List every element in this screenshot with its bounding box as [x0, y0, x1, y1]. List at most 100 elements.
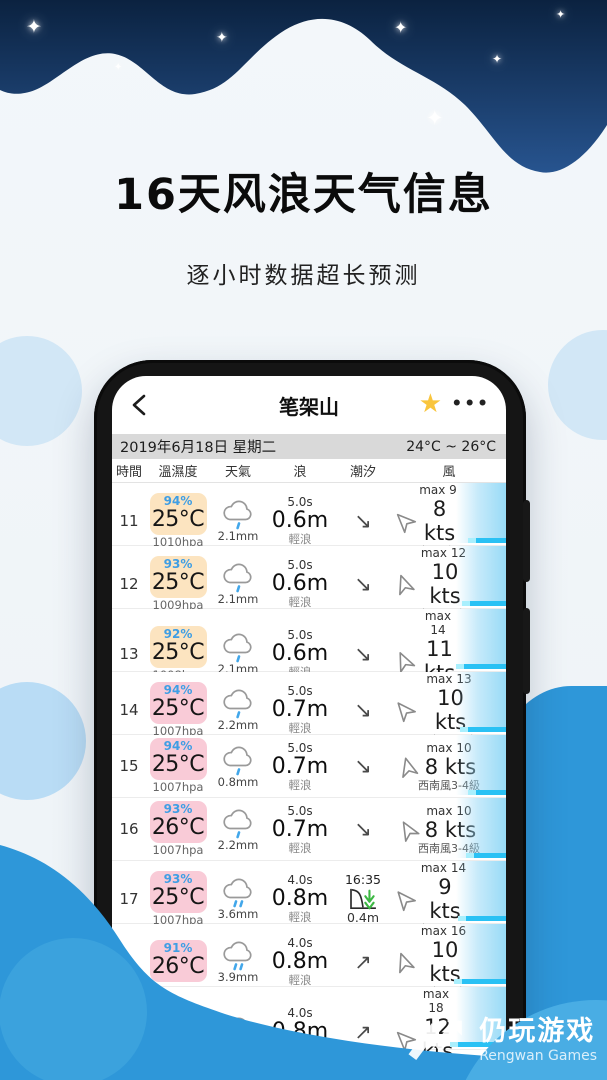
humidity-value: 92% — [163, 626, 193, 641]
wind-bar — [466, 853, 506, 858]
wave-height: 0.6m — [271, 571, 329, 596]
wave-description: 輕浪 — [288, 973, 312, 987]
wind-max-label: max 14 — [424, 609, 452, 637]
wind-bar — [454, 979, 506, 984]
pressure-value: 1007hpa — [152, 843, 204, 857]
hour-label: 17 — [119, 889, 139, 908]
wind-direction-icon — [397, 891, 417, 912]
humidity-value: 93% — [163, 556, 193, 571]
table-row[interactable]: 12 93% 25°C 1009hpa 2.1mm 5.0s 0.6m 輕浪 ↘ — [112, 546, 506, 621]
sparkle-star: ✦ — [556, 8, 566, 21]
wave-description: 輕浪 — [288, 595, 312, 609]
rengwan-logo-icon — [408, 1019, 462, 1061]
weather-cell: 3.6mm — [210, 877, 266, 920]
temp-humidity-cell: 93% 26°C 1007hpa — [146, 801, 210, 857]
wind-bar — [462, 601, 506, 606]
temperature-value: 25°C — [151, 639, 205, 665]
pale-circle-decoration — [0, 336, 82, 446]
temp-box: 94% 25°C — [149, 738, 207, 780]
temp-range-label: 24°C ~ 26°C — [406, 438, 496, 455]
wind-chart-strip — [456, 609, 506, 669]
pressure-value: 1010hpa — [152, 534, 204, 549]
wind-direction-icon — [396, 513, 417, 534]
wave-cell: 5.0s 0.6m 輕浪 — [266, 495, 334, 546]
location-title: 笔架山 — [279, 394, 339, 419]
app-screen: 笔架山 ★ ••• 2019年6月18日 星期二 24°C ~ 26°C 時間 溫… — [112, 376, 506, 1080]
wind-max-label: max 18 — [422, 987, 450, 1015]
wind-chart-strip — [456, 546, 506, 606]
wind-chart-strip — [456, 672, 506, 732]
sparkle-star: ✦ — [114, 62, 123, 73]
wind-chart-strip — [456, 798, 506, 858]
wave-description: 輕浪 — [288, 777, 312, 792]
humidity-value: 93% — [163, 871, 193, 886]
weather-cell: 2.2mm — [210, 688, 266, 731]
hour-label: 15 — [119, 757, 139, 775]
pale-circle-decoration — [548, 330, 607, 440]
temp-box: 91% 26°C — [149, 940, 207, 982]
humidity-value: 94% — [163, 682, 193, 697]
date-bar: 2019年6月18日 星期二 24°C ~ 26°C — [112, 434, 506, 459]
tide-trend-arrow-icon: ↘ — [354, 508, 372, 533]
hour-label: 11 — [119, 511, 139, 530]
wave-cell: 4.0s 0.8m 輕浪 — [266, 873, 334, 924]
temp-humidity-cell: 93% 25°C 1007hpa — [146, 870, 210, 927]
wind-speed-value: 10 kts — [429, 560, 461, 608]
tide-cell: ↘ — [334, 754, 392, 778]
table-row[interactable]: 16 93% 26°C 1007hpa 2.2mm 5.0s 0.7m 輕浪 ↘ — [112, 798, 506, 861]
wave-period: 5.0s — [287, 495, 313, 509]
page-subtitle: 逐小时数据超长预测 — [186, 263, 421, 289]
temp-humidity-cell: 93% 25°C 1009hpa — [146, 555, 210, 612]
rainfall-value: 2.1mm — [217, 529, 259, 543]
rain-cloud-icon — [223, 633, 252, 663]
table-row[interactable]: 91% 26°C 3.9mm 4.0s 0.8m 輕浪 ↗ — [112, 924, 506, 999]
table-row[interactable]: 14 94% 25°C 1007hpa 2.2mm 5.0s 0.7m 輕浪 ↘ — [112, 672, 506, 747]
low-tide-icon — [350, 888, 376, 909]
wind-chart-strip — [456, 483, 506, 543]
phone-side-button — [523, 608, 530, 694]
tide-trend-arrow-icon: ↘ — [354, 754, 372, 778]
wind-max-label: max 9 — [419, 483, 457, 497]
pressure-value: 1009hpa — [152, 597, 204, 612]
watermark-name: 仍玩游戏 — [479, 1016, 596, 1047]
more-menu-icon[interactable]: ••• — [451, 394, 490, 414]
wind-chart-strip — [456, 861, 506, 921]
favorite-star-icon[interactable]: ★ — [418, 389, 442, 419]
wave-height: 0.6m — [271, 641, 329, 666]
sparkle-star: ✦ — [426, 106, 444, 130]
rainfall-value: 0.8mm — [217, 774, 259, 789]
back-icon[interactable] — [126, 390, 156, 420]
wave-period: 4.0s — [287, 936, 313, 950]
rainfall-value: 2.2mm — [217, 718, 259, 732]
wind-chart-strip — [456, 735, 506, 795]
wind-direction-icon — [401, 757, 419, 778]
table-row[interactable]: 11 94% 25°C 1010hpa 2.1mm 5.0s 0.6m 輕浪 ↘ — [112, 483, 506, 558]
wave-cell: 4.0s 0.8m 輕浪 — [266, 1006, 334, 1057]
tide-cell: ↗ — [334, 950, 392, 974]
temperature-value: 25°C — [151, 569, 205, 595]
weather-cell: 0.8mm — [210, 745, 266, 788]
rain-cloud-icon — [223, 878, 252, 908]
wind-chart-strip — [454, 924, 506, 984]
table-column-headers: 時間 溫濕度 天氣 浪 潮汐 風 — [112, 459, 506, 483]
temp-humidity-cell — [146, 1029, 210, 1035]
wave-height: 0.7m — [271, 816, 329, 842]
humidity-value: 94% — [163, 739, 193, 753]
tide-trend-arrow-icon: ↗ — [354, 949, 372, 974]
table-row[interactable]: 15 94% 25°C 1007hpa 0.8mm 5.0s 0.7m 輕浪 ↘ — [112, 735, 506, 798]
tide-cell: 16:35 0.4m — [334, 872, 392, 925]
tide-cell: ↘ — [334, 572, 392, 596]
wind-direction-icon — [399, 652, 416, 673]
column-header-5: 風 — [442, 465, 456, 480]
wind-speed-value: 8 kts — [423, 497, 456, 545]
table-row[interactable]: 13 92% 25°C 1008hpa 2.1mm 5.0s 0.6m 輕浪 ↘ — [112, 609, 506, 698]
column-header-1: 溫濕度 — [158, 465, 198, 480]
watermark: 仍玩游戏 Rengwan Games — [403, 1012, 597, 1070]
wind-bar — [468, 790, 506, 795]
rain-cloud-icon — [223, 500, 252, 530]
temp-humidity-cell: 94% 25°C 1010hpa — [146, 492, 210, 549]
wind-direction-icon — [399, 574, 415, 596]
rainfall-value: 2.1mm — [217, 592, 259, 606]
table-row[interactable]: 17 93% 25°C 1007hpa 3.6mm 4.0s 0.8m 輕浪 1… — [112, 861, 506, 936]
hour-label: 12 — [119, 574, 139, 593]
